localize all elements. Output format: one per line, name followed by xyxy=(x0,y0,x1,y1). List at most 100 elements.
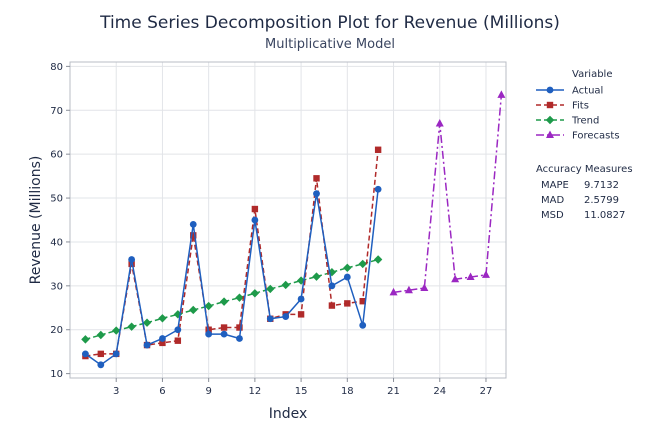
y-tick-label: 60 xyxy=(50,150,63,161)
actual-point xyxy=(159,335,166,342)
actual-point xyxy=(297,295,305,303)
fits-point xyxy=(236,324,243,331)
actual-point xyxy=(128,256,136,263)
forecasts-point xyxy=(497,90,506,98)
y-tick-label: 40 xyxy=(50,237,63,248)
gridlines xyxy=(70,62,506,378)
y-axis-ticks: 10 20 30 40 50 60 70 80 xyxy=(50,62,70,380)
series-trend xyxy=(81,255,383,344)
fits-point xyxy=(159,339,166,347)
x-axis-ticks: 3 6 9 12 15 18 21 24 27 xyxy=(113,378,492,397)
trend-point xyxy=(189,305,198,315)
forecasts-point xyxy=(435,118,444,127)
forecasts-point xyxy=(451,274,460,283)
fits-point xyxy=(174,337,182,344)
series-actual xyxy=(82,185,382,369)
fits-point xyxy=(97,350,105,358)
actual-point xyxy=(328,282,336,290)
trend-point xyxy=(373,255,383,264)
fits-point xyxy=(220,324,228,331)
y-axis-label: Revenue (Millions) xyxy=(28,156,44,285)
y-tick-label: 30 xyxy=(50,281,63,292)
actual-point xyxy=(359,321,367,329)
trend-point xyxy=(127,322,136,331)
accuracy-title: Accuracy Measures xyxy=(536,164,633,175)
fits-point xyxy=(190,232,197,239)
series-layer xyxy=(81,90,506,369)
legend-title: Variable xyxy=(572,69,613,80)
trend-point xyxy=(81,335,90,344)
actual-point xyxy=(220,330,228,338)
x-tick-label: 3 xyxy=(113,386,119,397)
actual-point xyxy=(313,190,320,198)
trend-point xyxy=(158,314,167,323)
accuracy-mape-label: MAPE xyxy=(541,180,569,191)
accuracy-mad-value: 2.5799 xyxy=(584,195,619,206)
x-tick-label: 15 xyxy=(295,386,308,397)
actual-point xyxy=(205,330,213,338)
x-tick-label: 9 xyxy=(205,386,211,397)
fits-point xyxy=(297,311,305,318)
actual-point xyxy=(112,350,120,358)
trend-point xyxy=(250,289,260,298)
trend-point xyxy=(235,293,244,302)
legend-forecasts-label: Forecasts xyxy=(572,131,620,142)
trend-point xyxy=(142,318,152,327)
accuracy-measures: Accuracy Measures MAPE 9.7132 MAD 2.5799 MSD… xyxy=(536,164,633,221)
legend-fits-label: Fits xyxy=(572,101,589,112)
series-forecasts xyxy=(389,90,506,296)
actual-line xyxy=(84,189,379,366)
x-tick-label: 21 xyxy=(387,386,400,397)
actual-point xyxy=(374,185,382,193)
trend-point xyxy=(281,280,290,290)
trend-point xyxy=(204,301,213,311)
x-axis-label: Index xyxy=(269,406,308,422)
actual-point xyxy=(343,273,351,281)
x-tick-label: 12 xyxy=(249,386,262,397)
fits-point xyxy=(344,300,351,307)
y-tick-label: 50 xyxy=(50,194,63,205)
x-tick-label: 18 xyxy=(341,386,354,397)
legend: Variable Actual Fits Trend Forecasts xyxy=(536,69,620,142)
forecasts-point xyxy=(389,287,398,296)
x-tick-label: 27 xyxy=(480,386,493,397)
legend-actual-marker xyxy=(546,86,554,94)
actual-point xyxy=(174,326,182,334)
x-tick-label: 6 xyxy=(159,386,165,397)
trend-point xyxy=(343,263,352,273)
fits-point xyxy=(313,175,320,182)
forecasts-line xyxy=(393,94,503,294)
fits-point xyxy=(359,297,366,305)
accuracy-mad-label: MAD xyxy=(541,195,564,206)
accuracy-msd-label: MSD xyxy=(541,210,564,221)
y-tick-label: 10 xyxy=(50,369,63,380)
fits-point xyxy=(251,205,259,213)
forecasts-point xyxy=(404,285,413,294)
actual-point xyxy=(143,341,151,349)
legend-fits-marker xyxy=(546,101,554,109)
actual-point xyxy=(282,313,290,320)
accuracy-msd-value: 11.0827 xyxy=(584,210,625,221)
legend-trend-marker xyxy=(545,115,555,125)
x-tick-label: 24 xyxy=(433,386,446,397)
legend-actual-label: Actual xyxy=(572,86,603,97)
accuracy-mape-value: 9.7132 xyxy=(584,180,619,191)
legend-trend-label: Trend xyxy=(571,116,599,127)
forecasts-point xyxy=(466,272,475,281)
fits-point xyxy=(328,302,336,309)
trend-point xyxy=(112,326,121,335)
y-tick-label: 20 xyxy=(50,325,63,336)
trend-point xyxy=(219,297,229,306)
trend-point xyxy=(358,259,367,269)
legend-forecasts-marker xyxy=(546,130,554,138)
forecasts-point xyxy=(481,270,490,278)
chart-title: Time Series Decomposition Plot for Reven… xyxy=(99,13,560,33)
chart-subtitle: Multiplicative Model xyxy=(265,37,395,52)
actual-point xyxy=(97,361,105,369)
actual-point xyxy=(251,216,259,224)
trend-point xyxy=(312,272,321,281)
actual-point xyxy=(266,315,274,323)
forecasts-point xyxy=(420,283,429,292)
y-tick-label: 70 xyxy=(50,106,63,117)
